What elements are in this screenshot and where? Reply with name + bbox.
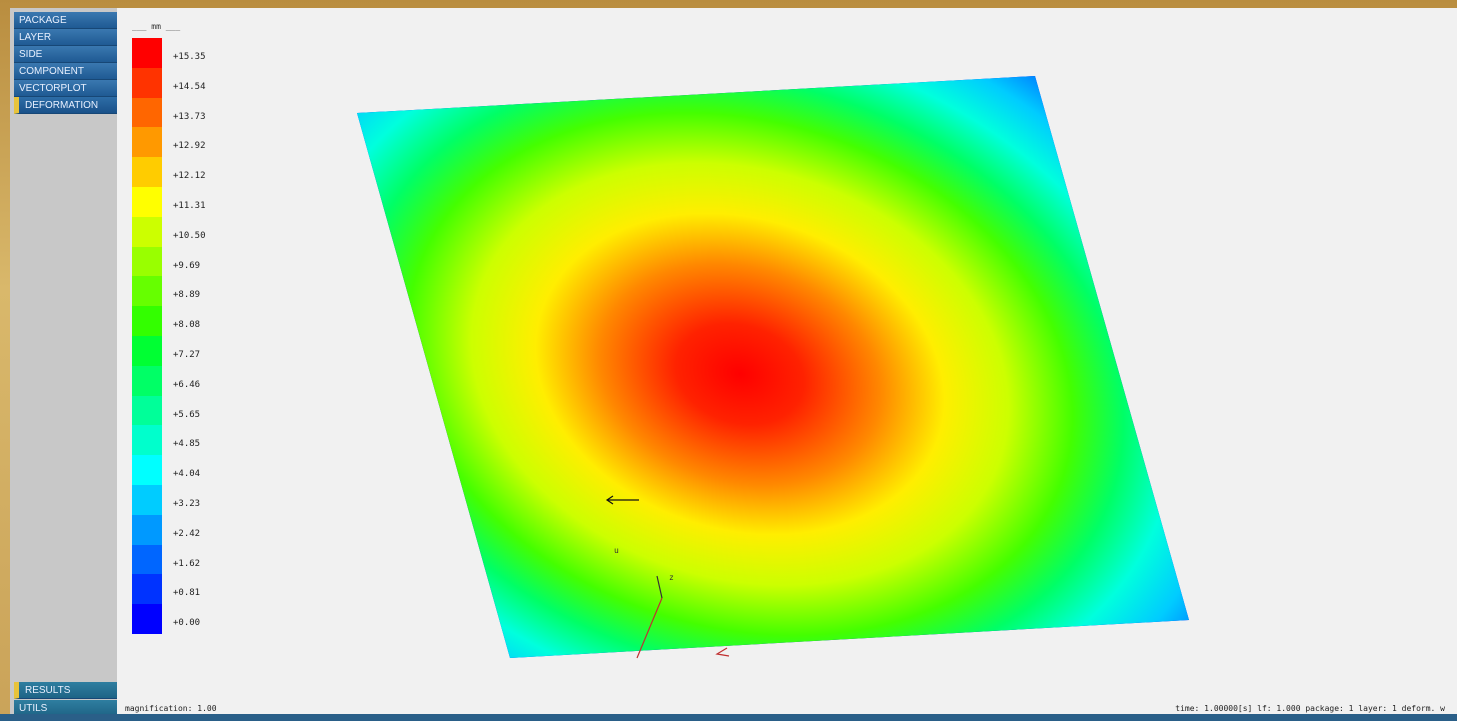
legend-swatch (132, 127, 162, 158)
legend-swatch (132, 246, 162, 277)
legend-value: +14.54 (173, 81, 206, 92)
legend-value: +6.46 (173, 379, 201, 390)
menu-side-button[interactable]: SIDE (14, 46, 117, 63)
menu-vectorplot-button[interactable]: VECTORPLOT (14, 80, 117, 97)
legend-value: +0.81 (173, 588, 201, 599)
menu-component-button[interactable]: COMPONENT (14, 63, 117, 80)
legend-swatch (132, 216, 162, 247)
deformation-plot[interactable]: u z (117, 8, 1457, 714)
legend-value: +15.35 (173, 52, 206, 62)
legend-value: +12.92 (173, 141, 206, 152)
legend-swatch (132, 455, 162, 485)
legend-swatch (132, 157, 162, 187)
menu-package-button[interactable]: PACKAGE (14, 12, 117, 29)
status-info: time: 1.00000[s] lf: 1.000 package: 1 la… (1175, 704, 1445, 713)
legend-value: +5.65 (173, 409, 201, 420)
legend-swatch (132, 97, 162, 128)
svg-text:z: z (669, 573, 674, 582)
legend-swatch (132, 574, 162, 605)
legend-value: +12.12 (173, 171, 206, 182)
legend-swatch (132, 425, 162, 456)
legend-swatch (132, 187, 162, 217)
menu-layer-button[interactable]: LAYER (14, 29, 117, 46)
legend-swatch (132, 604, 162, 634)
legend-value: +8.08 (173, 320, 201, 331)
legend-swatch (132, 306, 162, 336)
menu-deformation-button[interactable]: DEFORMATION (14, 97, 117, 114)
legend-value: +11.31 (173, 201, 206, 211)
legend-swatch (132, 276, 162, 307)
legend-value: +4.85 (173, 439, 201, 450)
menu-results-button[interactable]: RESULTS (14, 682, 117, 699)
legend-swatch (132, 67, 162, 98)
legend-value: +2.42 (173, 528, 201, 539)
legend-swatch (132, 514, 162, 545)
legend-value: +9.69 (173, 260, 201, 271)
legend-swatch (132, 544, 162, 575)
legend-value: +10.50 (173, 230, 206, 241)
side-menu: PACKAGE LAYER SIDE COMPONENT VECTORPLOT DEFOR… (10, 8, 117, 721)
legend-swatch (132, 395, 162, 426)
legend-swatch (132, 485, 162, 515)
color-legend (132, 38, 162, 646)
legend-value: +7.27 (173, 350, 201, 360)
legend-value: +3.23 (173, 499, 201, 509)
legend-swatch (132, 365, 162, 396)
legend-unit: ___ mm ___ (132, 22, 181, 31)
plot-viewport[interactable]: ___ mm ___ +15.35 +14.54 +13.73 +12.92 +12.1… (117, 8, 1457, 714)
legend-value: +1.62 (173, 558, 201, 569)
legend-value: +8.89 (173, 290, 201, 301)
legend-swatch (132, 336, 162, 366)
legend-value: +0.00 (173, 618, 201, 629)
legend-swatch (132, 38, 162, 68)
svg-text:u: u (614, 546, 619, 555)
magnification-readout: magnification: 1.00 (125, 704, 217, 713)
axis-triad: u z (605, 495, 730, 659)
bottom-strip (0, 714, 1457, 721)
legend-value: +13.73 (173, 111, 206, 122)
legend-value: +4.04 (173, 469, 201, 480)
